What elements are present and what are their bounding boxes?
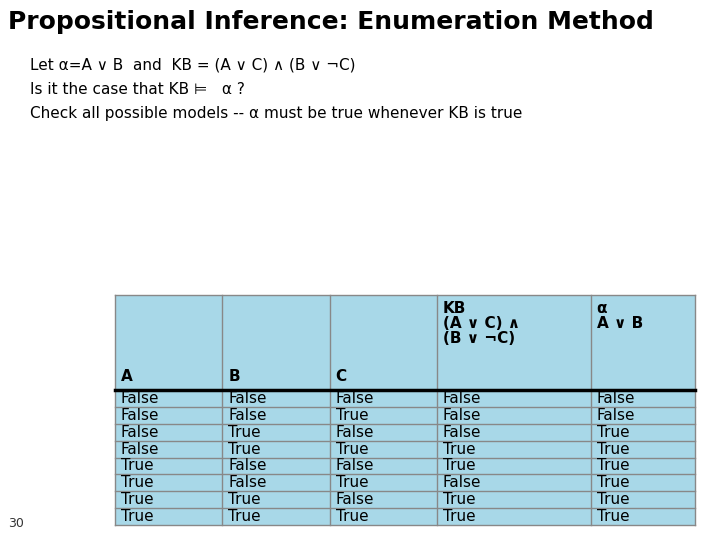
Text: False: False bbox=[228, 408, 267, 423]
Text: (A ∨ C) ∧: (A ∨ C) ∧ bbox=[443, 316, 520, 331]
Text: True: True bbox=[443, 458, 475, 474]
Text: True: True bbox=[228, 492, 261, 507]
Text: False: False bbox=[443, 391, 482, 406]
Text: False: False bbox=[228, 391, 267, 406]
Text: Propositional Inference: Enumeration Method: Propositional Inference: Enumeration Met… bbox=[8, 10, 654, 34]
Text: True: True bbox=[597, 458, 629, 474]
Text: True: True bbox=[597, 509, 629, 524]
Text: False: False bbox=[336, 391, 374, 406]
Text: True: True bbox=[121, 509, 153, 524]
Text: True: True bbox=[121, 492, 153, 507]
Text: A: A bbox=[121, 369, 132, 384]
Text: False: False bbox=[121, 391, 160, 406]
Text: KB: KB bbox=[443, 301, 467, 316]
Text: True: True bbox=[336, 442, 368, 456]
Text: α: α bbox=[597, 301, 607, 316]
Text: True: True bbox=[443, 442, 475, 456]
Text: True: True bbox=[228, 509, 261, 524]
Text: False: False bbox=[228, 475, 267, 490]
Text: False: False bbox=[228, 458, 267, 474]
Text: B: B bbox=[228, 369, 240, 384]
Text: True: True bbox=[336, 475, 368, 490]
Text: C: C bbox=[336, 369, 347, 384]
Text: True: True bbox=[121, 458, 153, 474]
Text: False: False bbox=[121, 424, 160, 440]
Text: Check all possible models -- α must be true whenever KB is true: Check all possible models -- α must be t… bbox=[30, 106, 523, 121]
Text: True: True bbox=[121, 475, 153, 490]
Text: (B ∨ ¬C): (B ∨ ¬C) bbox=[443, 331, 515, 346]
Text: False: False bbox=[443, 475, 482, 490]
Text: True: True bbox=[336, 408, 368, 423]
Text: False: False bbox=[336, 424, 374, 440]
Text: False: False bbox=[597, 408, 635, 423]
Text: True: True bbox=[597, 424, 629, 440]
Text: True: True bbox=[228, 442, 261, 456]
Text: True: True bbox=[228, 424, 261, 440]
Text: False: False bbox=[336, 492, 374, 507]
Bar bbox=[115, 295, 695, 525]
Text: False: False bbox=[443, 424, 482, 440]
Text: False: False bbox=[336, 458, 374, 474]
Text: True: True bbox=[443, 509, 475, 524]
Text: True: True bbox=[336, 509, 368, 524]
Text: 30: 30 bbox=[8, 517, 24, 530]
Text: False: False bbox=[121, 442, 160, 456]
Text: True: True bbox=[597, 492, 629, 507]
Text: False: False bbox=[443, 408, 482, 423]
Text: True: True bbox=[597, 475, 629, 490]
Text: Is it the case that KB ⊨   α ?: Is it the case that KB ⊨ α ? bbox=[30, 82, 245, 97]
Text: A ∨ B: A ∨ B bbox=[597, 316, 643, 331]
Text: True: True bbox=[597, 442, 629, 456]
Text: True: True bbox=[443, 492, 475, 507]
Text: False: False bbox=[121, 408, 160, 423]
Text: False: False bbox=[597, 391, 635, 406]
Text: Let α=A ∨ B  and  KB = (A ∨ C) ∧ (B ∨ ¬C): Let α=A ∨ B and KB = (A ∨ C) ∧ (B ∨ ¬C) bbox=[30, 58, 356, 73]
